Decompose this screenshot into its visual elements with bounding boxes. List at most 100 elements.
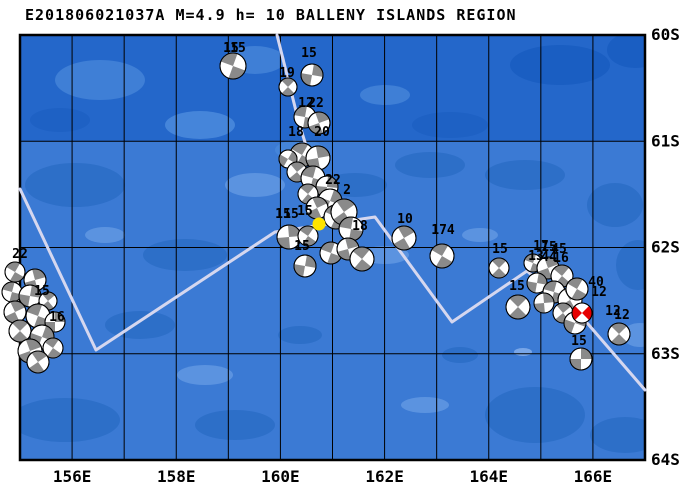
beachball bbox=[4, 261, 26, 283]
bathymetry-patch bbox=[442, 347, 478, 363]
beachball-quadrant bbox=[352, 247, 370, 259]
lon-axis-label: 158E bbox=[157, 467, 196, 486]
beachball-outline bbox=[569, 347, 593, 371]
depth-label: 22 bbox=[325, 173, 341, 188]
beachball-quadrant bbox=[611, 323, 627, 334]
beachball-outline bbox=[533, 292, 555, 314]
beachball-quadrant bbox=[290, 162, 305, 172]
lat-axis-label: 60S bbox=[651, 25, 680, 44]
beachball-quadrant bbox=[582, 305, 592, 321]
depth-label: 45 bbox=[551, 242, 567, 257]
epicenter-marker bbox=[312, 217, 326, 231]
beachball-outline bbox=[219, 52, 247, 80]
beachball bbox=[305, 196, 329, 220]
beachball bbox=[533, 292, 555, 314]
depth-label: 40 bbox=[588, 275, 604, 290]
beachball-quadrant bbox=[277, 237, 291, 249]
depth-label: 15 bbox=[223, 41, 239, 56]
beachball-quadrant bbox=[491, 258, 507, 268]
bathymetry-patch bbox=[485, 160, 565, 190]
depth-label: 10 bbox=[397, 212, 413, 227]
beachball bbox=[8, 319, 32, 343]
beachball-quadrant bbox=[28, 362, 45, 373]
beachball-outline bbox=[505, 294, 531, 320]
beachball-quadrant bbox=[30, 285, 41, 298]
beachball-quadrant bbox=[55, 312, 65, 322]
beachball-quadrant bbox=[279, 154, 288, 167]
beachball bbox=[44, 311, 66, 333]
depth-label: 17 bbox=[533, 239, 549, 254]
beachball-outline bbox=[571, 302, 593, 324]
beachball-quadrant bbox=[302, 236, 317, 246]
bathymetry-patch bbox=[177, 365, 233, 385]
lon-axis-label: 160E bbox=[261, 467, 300, 486]
axis-labels-layer: 156E 158E 160E 162E 164E 166E 60S 61S 62S 63S 64S bbox=[53, 25, 680, 486]
beachball-outline bbox=[307, 111, 331, 135]
beachball-outline bbox=[429, 243, 455, 269]
beachball bbox=[278, 77, 298, 97]
beachball-quadrant bbox=[294, 106, 307, 117]
lon-axis-label: 166E bbox=[574, 467, 613, 486]
beachball bbox=[505, 294, 531, 320]
depth-label: 16 bbox=[553, 251, 569, 266]
beachball bbox=[219, 52, 247, 80]
depth-label: 20 bbox=[314, 125, 330, 140]
beachball bbox=[293, 254, 317, 278]
beachball bbox=[565, 277, 589, 301]
bathymetry-patch bbox=[278, 326, 322, 344]
beachball-quadrant bbox=[294, 264, 305, 277]
beachball-quadrant bbox=[19, 294, 30, 307]
beachball-quadrant bbox=[12, 320, 28, 331]
beachball-outline bbox=[297, 225, 319, 247]
depth-label: 2 bbox=[343, 183, 351, 198]
beachball bbox=[3, 300, 27, 324]
lat-axis-label: 63S bbox=[651, 344, 680, 363]
beachball-quadrant bbox=[339, 217, 354, 229]
beachball-quadrant bbox=[10, 272, 24, 282]
beachball bbox=[488, 257, 510, 279]
beachball-quadrant bbox=[301, 73, 312, 86]
depth-label: 12 bbox=[591, 285, 607, 300]
beachball bbox=[300, 63, 324, 87]
beachball-quadrant bbox=[336, 199, 355, 212]
beachball-quadrant bbox=[611, 334, 627, 345]
beachball bbox=[17, 338, 43, 364]
beachball bbox=[349, 246, 375, 272]
beachball-quadrant bbox=[491, 268, 507, 278]
depth-label: 15 bbox=[294, 239, 310, 254]
depth-label: 174 bbox=[431, 223, 455, 238]
beachball bbox=[607, 322, 631, 346]
depth-label: 12 bbox=[298, 96, 314, 111]
depth-label: 15 bbox=[275, 207, 291, 222]
bathymetry-patch bbox=[143, 239, 227, 271]
bathymetry-patch bbox=[323, 173, 387, 197]
beachball-quadrant bbox=[307, 208, 322, 219]
beachball-outline bbox=[488, 257, 510, 279]
beachball-quadrant bbox=[299, 226, 314, 236]
lon-axis-label: 164E bbox=[469, 467, 508, 486]
depth-label: 15 bbox=[297, 204, 313, 219]
beachball-quadrant bbox=[312, 64, 323, 77]
bathymetry-patch bbox=[616, 240, 645, 290]
lat-axis-label: 62S bbox=[651, 238, 680, 257]
beachball-outline bbox=[300, 63, 324, 87]
beachball-quadrant bbox=[305, 255, 316, 268]
bathymetry-patch bbox=[105, 311, 175, 339]
bathymetry-patch bbox=[485, 387, 585, 443]
beachball-outline bbox=[8, 319, 32, 343]
bathymetry-patch bbox=[462, 228, 498, 242]
beachball bbox=[26, 350, 50, 374]
beachball-outline bbox=[42, 337, 64, 359]
beachball-quadrant bbox=[10, 301, 25, 312]
depth-label: 15 bbox=[541, 240, 557, 255]
beachball-quadrant bbox=[45, 322, 55, 332]
beachball-quadrant bbox=[312, 197, 327, 208]
beachball-quadrant bbox=[327, 176, 338, 188]
beachball-quadrant bbox=[431, 244, 448, 256]
beachball-outline bbox=[26, 350, 50, 374]
beachball-quadrant bbox=[509, 307, 527, 319]
beachball bbox=[569, 347, 593, 371]
depth-label: 12 bbox=[605, 304, 621, 319]
